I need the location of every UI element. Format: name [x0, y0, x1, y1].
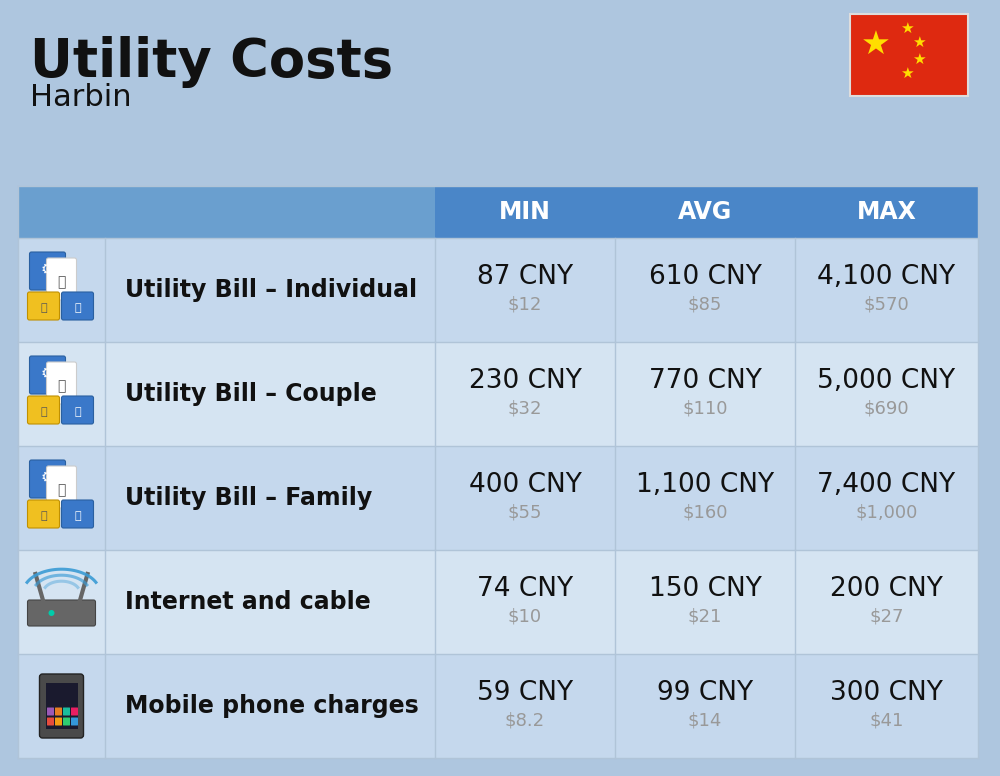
Text: 🔌: 🔌 — [40, 407, 47, 417]
FancyBboxPatch shape — [62, 292, 94, 320]
Text: $1,000: $1,000 — [855, 503, 918, 521]
Text: 230 CNY: 230 CNY — [469, 368, 581, 394]
Text: Internet and cable: Internet and cable — [125, 590, 371, 614]
Text: ⚙: ⚙ — [41, 262, 54, 276]
Text: ⚙: ⚙ — [41, 365, 54, 380]
FancyBboxPatch shape — [55, 718, 62, 726]
Text: $110: $110 — [682, 399, 728, 417]
FancyBboxPatch shape — [18, 342, 978, 446]
Text: 7,400 CNY: 7,400 CNY — [817, 472, 956, 498]
FancyBboxPatch shape — [40, 674, 84, 738]
FancyBboxPatch shape — [47, 718, 54, 726]
Text: 🔧: 🔧 — [74, 511, 81, 521]
Text: 400 CNY: 400 CNY — [469, 472, 581, 498]
Text: $41: $41 — [869, 711, 904, 729]
FancyBboxPatch shape — [30, 460, 66, 498]
FancyBboxPatch shape — [63, 718, 70, 726]
Text: ★: ★ — [900, 65, 913, 81]
FancyBboxPatch shape — [18, 186, 978, 238]
FancyBboxPatch shape — [28, 600, 96, 626]
FancyBboxPatch shape — [18, 654, 978, 758]
Text: $570: $570 — [864, 295, 909, 313]
FancyBboxPatch shape — [46, 466, 76, 508]
Text: 🔧: 🔧 — [74, 407, 81, 417]
FancyBboxPatch shape — [18, 186, 435, 238]
Text: ★: ★ — [900, 21, 913, 36]
FancyBboxPatch shape — [47, 708, 54, 715]
Text: 150 CNY: 150 CNY — [649, 576, 761, 602]
Text: MIN: MIN — [499, 200, 551, 224]
FancyBboxPatch shape — [850, 14, 968, 96]
FancyBboxPatch shape — [62, 500, 94, 528]
Text: $10: $10 — [508, 607, 542, 625]
Text: 770 CNY: 770 CNY — [649, 368, 761, 394]
FancyBboxPatch shape — [28, 292, 60, 320]
Text: $14: $14 — [688, 711, 722, 729]
Text: Utility Costs: Utility Costs — [30, 36, 393, 88]
Text: 👤: 👤 — [57, 275, 66, 289]
FancyBboxPatch shape — [71, 718, 78, 726]
FancyBboxPatch shape — [63, 708, 70, 715]
Text: 4,100 CNY: 4,100 CNY — [817, 264, 956, 290]
Text: Utility Bill – Family: Utility Bill – Family — [125, 486, 372, 510]
Text: 1,100 CNY: 1,100 CNY — [636, 472, 774, 498]
Text: ★: ★ — [861, 29, 891, 61]
FancyBboxPatch shape — [55, 708, 62, 715]
Text: $27: $27 — [869, 607, 904, 625]
Text: 5,000 CNY: 5,000 CNY — [817, 368, 956, 394]
FancyBboxPatch shape — [18, 446, 978, 550]
Text: 🔧: 🔧 — [74, 303, 81, 313]
Text: $21: $21 — [688, 607, 722, 625]
FancyBboxPatch shape — [18, 238, 978, 342]
Text: MAX: MAX — [857, 200, 916, 224]
Text: ★: ★ — [912, 35, 925, 50]
Text: 🔌: 🔌 — [40, 511, 47, 521]
Text: $12: $12 — [508, 295, 542, 313]
Text: Utility Bill – Couple: Utility Bill – Couple — [125, 382, 377, 406]
Circle shape — [48, 610, 54, 616]
Text: ⚙: ⚙ — [41, 469, 54, 484]
Text: Harbin: Harbin — [30, 83, 132, 112]
Text: 🔌: 🔌 — [40, 303, 47, 313]
Text: $690: $690 — [864, 399, 909, 417]
Text: 👤: 👤 — [57, 379, 66, 393]
FancyBboxPatch shape — [71, 708, 78, 715]
Text: Mobile phone charges: Mobile phone charges — [125, 694, 419, 718]
Text: 87 CNY: 87 CNY — [477, 264, 573, 290]
Text: 300 CNY: 300 CNY — [830, 680, 943, 706]
Text: $55: $55 — [508, 503, 542, 521]
Text: $160: $160 — [682, 503, 728, 521]
FancyBboxPatch shape — [62, 396, 94, 424]
Text: 200 CNY: 200 CNY — [830, 576, 943, 602]
Text: Utility Bill – Individual: Utility Bill – Individual — [125, 278, 417, 302]
FancyBboxPatch shape — [46, 362, 76, 404]
Text: $32: $32 — [508, 399, 542, 417]
FancyBboxPatch shape — [46, 683, 78, 729]
Text: 👤: 👤 — [57, 483, 66, 497]
FancyBboxPatch shape — [28, 396, 60, 424]
FancyBboxPatch shape — [30, 252, 66, 290]
Text: 99 CNY: 99 CNY — [657, 680, 753, 706]
FancyBboxPatch shape — [18, 550, 978, 654]
Text: 74 CNY: 74 CNY — [477, 576, 573, 602]
Text: AVG: AVG — [678, 200, 732, 224]
Text: 59 CNY: 59 CNY — [477, 680, 573, 706]
Text: 610 CNY: 610 CNY — [649, 264, 761, 290]
Text: $8.2: $8.2 — [505, 711, 545, 729]
FancyBboxPatch shape — [30, 356, 66, 394]
Text: $85: $85 — [688, 295, 722, 313]
FancyBboxPatch shape — [46, 258, 76, 300]
Text: ★: ★ — [912, 53, 925, 68]
FancyBboxPatch shape — [28, 500, 60, 528]
